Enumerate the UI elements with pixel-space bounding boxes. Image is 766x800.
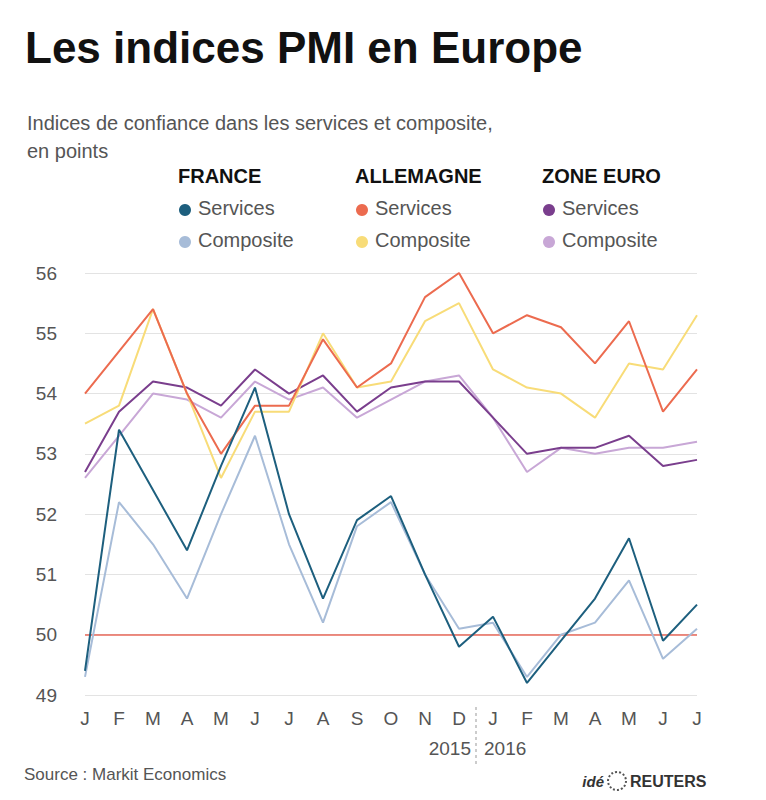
svg-text:S: S <box>351 708 364 729</box>
svg-text:50: 50 <box>36 624 57 645</box>
svg-text:Composite: Composite <box>375 229 471 251</box>
svg-text:M: M <box>553 708 569 729</box>
svg-text:J: J <box>692 708 702 729</box>
svg-text:Les indices PMI en Europe: Les indices PMI en Europe <box>25 23 582 72</box>
svg-text:55: 55 <box>36 323 57 344</box>
svg-text:Source : Markit Economics: Source : Markit Economics <box>24 765 226 784</box>
svg-text:Composite: Composite <box>198 229 294 251</box>
svg-text:Composite: Composite <box>562 229 658 251</box>
svg-text:A: A <box>589 708 602 729</box>
svg-text:D: D <box>452 708 466 729</box>
svg-text:FRANCE: FRANCE <box>178 165 261 187</box>
svg-text:REUTERS: REUTERS <box>630 773 707 790</box>
svg-text:F: F <box>113 708 125 729</box>
svg-text:J: J <box>488 708 498 729</box>
svg-text:Services: Services <box>198 197 275 219</box>
svg-text:2015: 2015 <box>429 738 471 759</box>
svg-text:F: F <box>521 708 533 729</box>
svg-text:J: J <box>284 708 294 729</box>
svg-text:M: M <box>213 708 229 729</box>
svg-text:Services: Services <box>562 197 639 219</box>
svg-text:Services: Services <box>375 197 452 219</box>
svg-text:56: 56 <box>36 263 57 284</box>
svg-text:J: J <box>250 708 260 729</box>
svg-text:A: A <box>317 708 330 729</box>
svg-text:53: 53 <box>36 443 57 464</box>
svg-text:J: J <box>80 708 90 729</box>
svg-text:52: 52 <box>36 504 57 525</box>
svg-text:2016: 2016 <box>484 738 526 759</box>
svg-text:49: 49 <box>36 685 57 706</box>
svg-text:en points: en points <box>27 140 108 162</box>
svg-text:N: N <box>418 708 432 729</box>
svg-text:51: 51 <box>36 564 57 585</box>
svg-text:J: J <box>658 708 668 729</box>
svg-text:ZONE EURO: ZONE EURO <box>542 165 661 187</box>
svg-text:ALLEMAGNE: ALLEMAGNE <box>355 165 482 187</box>
svg-text:M: M <box>621 708 637 729</box>
svg-text:54: 54 <box>36 383 58 404</box>
svg-text:A: A <box>181 708 194 729</box>
svg-text:idé: idé <box>582 773 604 790</box>
svg-text:Indices de confiance dans les: Indices de confiance dans les services e… <box>27 112 493 134</box>
svg-text:M: M <box>145 708 161 729</box>
svg-text:O: O <box>384 708 399 729</box>
